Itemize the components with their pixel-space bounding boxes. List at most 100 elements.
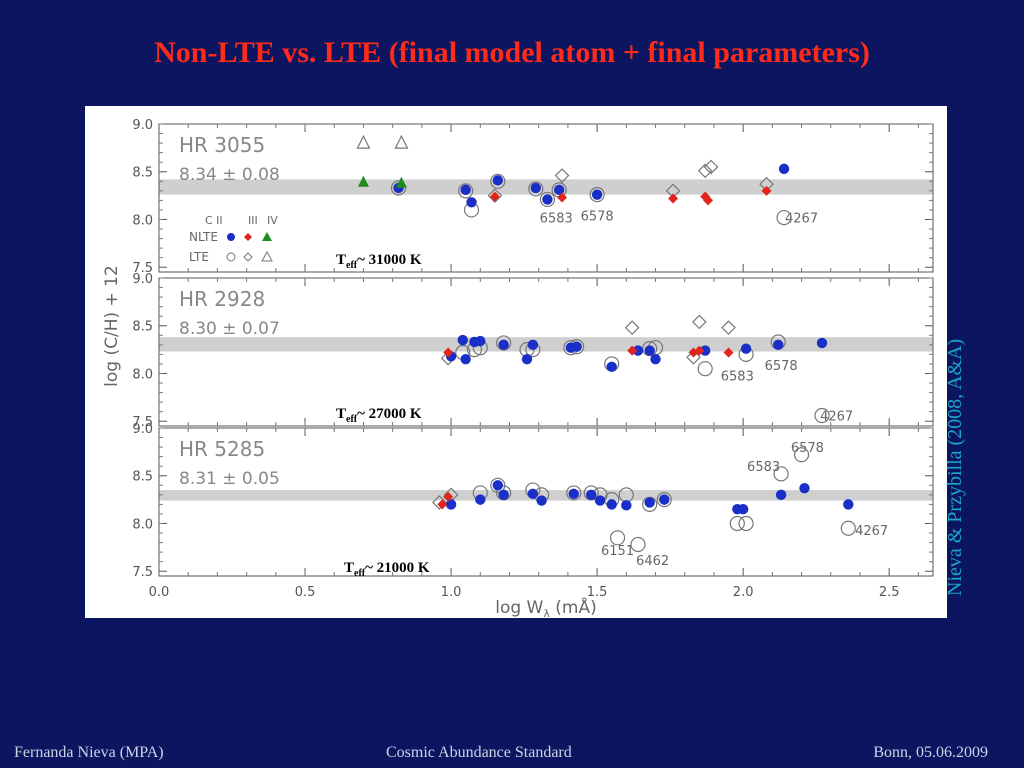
footer-talk-title: Cosmic Abundance Standard — [386, 744, 572, 761]
nlte-c2-point — [773, 339, 784, 351]
nlte-c2-point — [775, 489, 787, 501]
y-tick-label: 7.5 — [132, 415, 153, 430]
legend-header-c4: IV — [267, 214, 278, 227]
lte-c3-point — [697, 163, 713, 179]
slide-title: Non-LTE vs. LTE (final model atom + fina… — [154, 36, 870, 69]
lte-c2-point — [656, 492, 672, 508]
panel-frame — [158, 123, 934, 273]
nlte-c2-point — [527, 339, 539, 351]
y-tick-label: 8.0 — [132, 517, 153, 532]
teff-value: ~ 27000 K — [357, 406, 422, 422]
mean-abundance-band — [159, 490, 933, 501]
nlte-c4-point — [395, 176, 407, 188]
lte-c2-point — [729, 515, 745, 532]
line-label: 4267 — [785, 212, 818, 227]
nlte-c2-point — [492, 175, 504, 186]
footer-author: Fernanda Nieva (MPA) — [14, 744, 164, 761]
line-label: 6578 — [765, 359, 798, 374]
nlte-c3-point — [703, 195, 714, 206]
lte-c3-point — [686, 349, 701, 365]
legend-nlte-label: NLTE — [189, 230, 218, 244]
lte-c2-point — [793, 447, 810, 463]
nlte-c2-point — [568, 488, 579, 500]
teff-subscript: eff — [354, 568, 366, 579]
teff-value: ~ 21000 K — [365, 560, 430, 576]
lte-c2-point — [490, 173, 506, 189]
legend-header-c2: C II — [205, 214, 223, 227]
lte-c3-point — [691, 314, 707, 330]
teff-prefix: T — [336, 406, 346, 422]
y-tick-label: 7.5 — [132, 261, 153, 276]
side-credit: Nieva & Przybilla (2008, A&A) — [944, 338, 966, 596]
lte-c4-point — [356, 134, 371, 149]
nlte-c2-point — [737, 503, 749, 515]
nlte-c2-point — [843, 499, 854, 510]
nlte-c2-point — [644, 345, 655, 356]
lte-c3-point — [432, 495, 447, 510]
nlte-c3-point — [437, 499, 448, 510]
lte-c2-point — [528, 181, 544, 197]
star-abundance: 8.31 ± 0.05 — [179, 469, 280, 489]
line-label: 6583 — [721, 369, 754, 384]
nlte-c2-point — [799, 482, 810, 494]
nlte-c2-point — [621, 500, 632, 511]
y-tick-label: 8.5 — [132, 320, 153, 335]
nlte-c2-point — [740, 343, 752, 354]
mean-abundance-band — [159, 179, 933, 195]
y-tick-label: 8.0 — [132, 367, 153, 382]
teff-label: Teff~ 21000 K — [344, 560, 430, 579]
nlte-c2-point — [586, 489, 597, 501]
lte-c3-point — [624, 320, 640, 336]
nlte-c2-point — [816, 337, 828, 349]
x-axis-title-main: log W — [495, 598, 543, 618]
star-abundance: 8.34 ± 0.08 — [179, 165, 280, 185]
nlte-c2-point — [571, 341, 582, 352]
nlte-c2-point — [475, 335, 486, 347]
panel-3: 7.5 8.0 8.5 9.0 HR 5285 8.31 ± 0.05 Teff~ 2100… — [132, 422, 934, 600]
nlte-c2-point — [475, 494, 486, 505]
lte-c2-point — [390, 180, 407, 196]
mean-abundance-band — [159, 337, 933, 352]
nlte-c3-point — [443, 491, 454, 502]
star-name: HR 3055 — [179, 133, 265, 157]
y-tick-label: 7.5 — [132, 565, 153, 580]
nlte-c3-point — [627, 345, 638, 356]
panel-2: 7.5 8.0 8.5 9.0 HR 2928 8.30 ± 0.07 Teff~ 2700… — [132, 272, 934, 430]
y-tick-label: 8.5 — [132, 166, 153, 181]
nlte-c2-point — [542, 194, 553, 205]
nlte-c2-point — [594, 495, 606, 506]
footer-date: Bonn, 05.06.2009 — [873, 744, 988, 761]
legend: C II III IV NLTE LTE — [189, 214, 278, 264]
star-name: HR 2928 — [179, 287, 265, 311]
line-label: 6462 — [636, 554, 669, 569]
nlte-c3-point — [489, 191, 500, 202]
lte-c3-point — [554, 168, 570, 183]
legend-lte-c3 — [243, 252, 253, 262]
chart-svg: 7.5 8.0 8.5 9.0 HR 3055 8.34 ± 0.08 Teff~ 3100… — [102, 118, 934, 620]
legend-lte-c4 — [261, 250, 273, 262]
line-label: 4267 — [855, 524, 888, 539]
y-tick-label: 9.0 — [132, 118, 153, 133]
teff-subscript: eff — [346, 414, 358, 425]
nlte-c2-point — [606, 361, 617, 372]
x-tick-label: 0.5 — [295, 585, 316, 600]
nlte-c2-point — [591, 189, 603, 200]
lte-c2-point — [566, 485, 582, 501]
nlte-c2-point — [536, 495, 547, 506]
nlte-c2-point — [498, 339, 509, 351]
lte-c2-point — [490, 477, 506, 493]
x-axis-title-unit: (mÅ) — [550, 596, 597, 618]
y-tick-label: 8.0 — [132, 213, 153, 228]
lte-c2-point — [630, 536, 646, 553]
lte-c2-point — [773, 466, 789, 482]
x-tick-label: 2.0 — [733, 585, 754, 600]
panel-1: 7.5 8.0 8.5 9.0 HR 3055 8.34 ± 0.08 Teff~ 3100… — [132, 118, 934, 276]
teff-label: Teff~ 31000 K — [336, 252, 422, 271]
nlte-c2-point — [492, 480, 504, 491]
lte-c2-point — [840, 520, 856, 536]
nlte-c3-point — [700, 191, 711, 202]
x-tick-label: 2.5 — [879, 585, 900, 600]
nlte-c3-point — [668, 193, 679, 204]
line-label: 6578 — [791, 441, 824, 456]
teff-subscript: eff — [346, 260, 358, 271]
